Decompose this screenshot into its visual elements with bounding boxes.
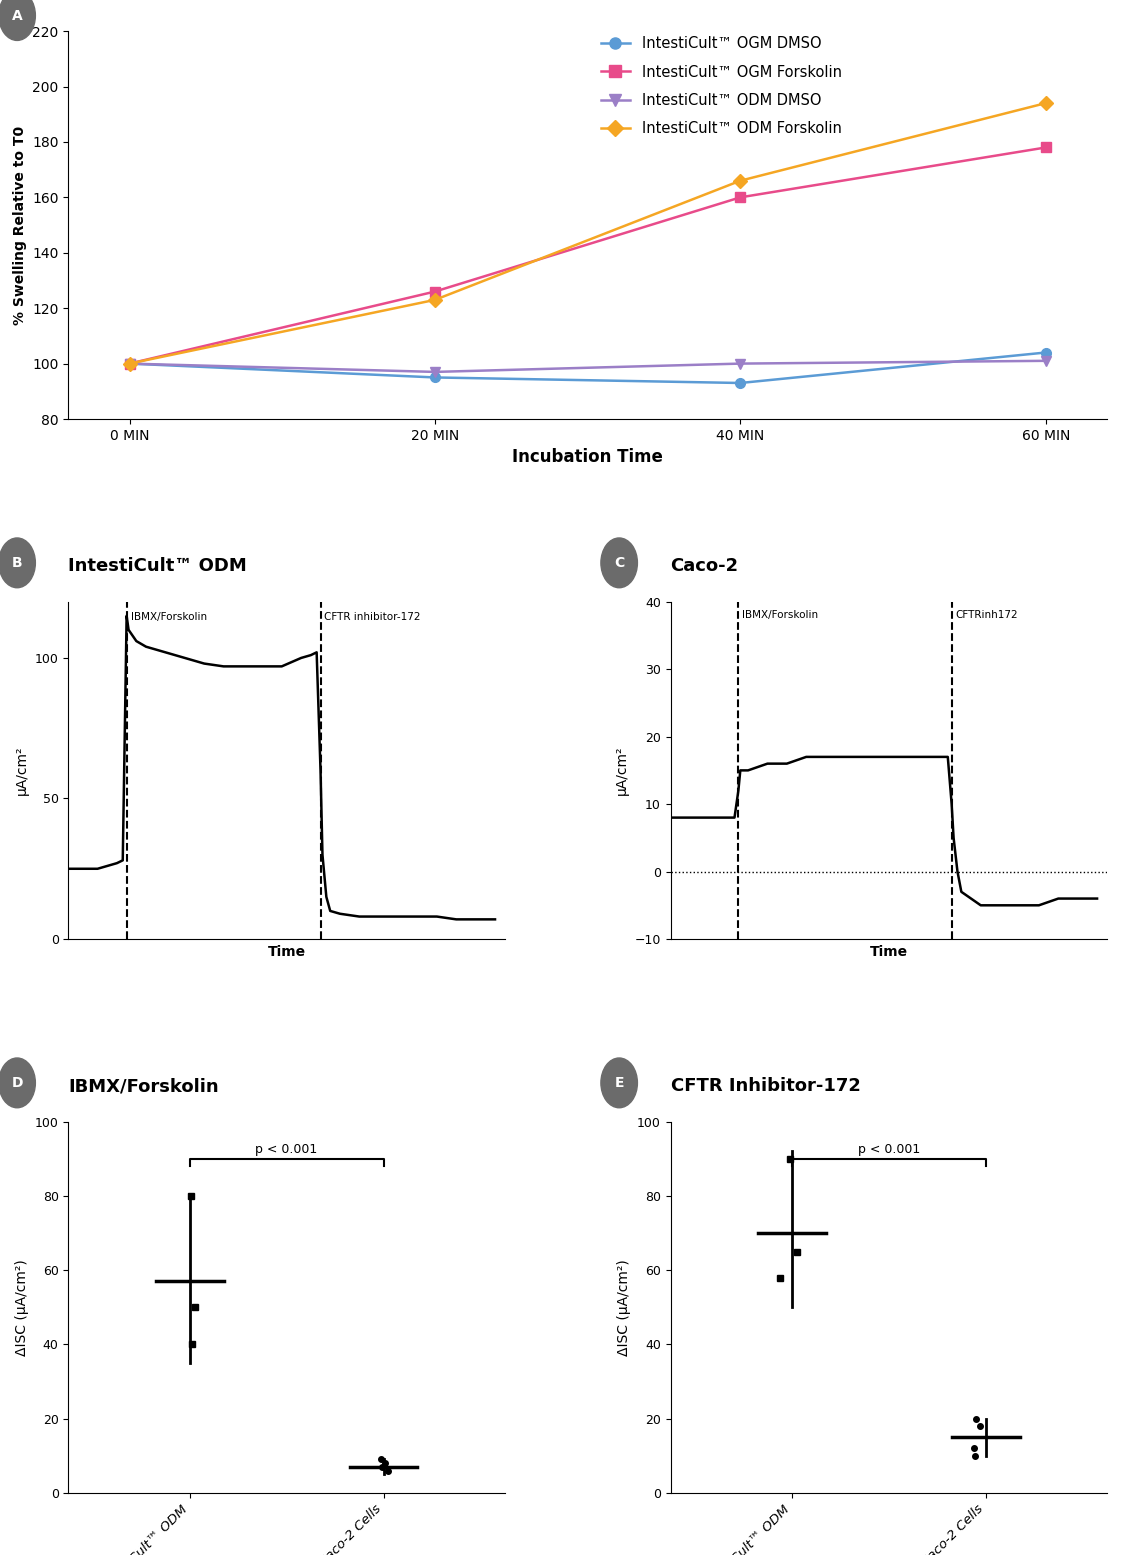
IntestiCult™ OGM DMSO <box>123 355 137 373</box>
Text: D: D <box>11 1076 23 1090</box>
Line: IntestiCult™ ODM Forskolin: IntestiCult™ ODM Forskolin <box>124 98 1051 369</box>
Text: IBMX/Forskolin: IBMX/Forskolin <box>130 611 207 622</box>
Text: IBMX/Forskolin: IBMX/Forskolin <box>743 610 818 620</box>
Y-axis label: μA/cm²: μA/cm² <box>15 746 30 795</box>
Text: C: C <box>614 555 624 569</box>
IntestiCult™ OGM Forskolin <box>1038 138 1052 157</box>
IntestiCult™ OGM Forskolin <box>428 281 442 300</box>
Text: Caco-2: Caco-2 <box>671 557 738 575</box>
IntestiCult™ ODM Forskolin <box>1038 93 1052 112</box>
IntestiCult™ OGM DMSO <box>428 369 442 387</box>
Line: IntestiCult™ OGM DMSO: IntestiCult™ OGM DMSO <box>124 348 1051 387</box>
Text: CFTR Inhibitor-172: CFTR Inhibitor-172 <box>671 1078 860 1095</box>
IntestiCult™ ODM Forskolin <box>428 291 442 309</box>
IntestiCult™ OGM Forskolin <box>734 188 747 207</box>
Text: IntestiCult™ ODM: IntestiCult™ ODM <box>68 557 248 575</box>
IntestiCult™ ODM DMSO <box>1038 351 1052 370</box>
Line: IntestiCult™ OGM Forskolin: IntestiCult™ OGM Forskolin <box>124 143 1051 369</box>
X-axis label: Time: Time <box>267 944 306 958</box>
IntestiCult™ OGM Forskolin <box>123 355 137 373</box>
Text: B: B <box>11 555 23 569</box>
Y-axis label: % Swelling Relative to T0: % Swelling Relative to T0 <box>13 126 26 325</box>
IntestiCult™ ODM DMSO <box>428 362 442 381</box>
Y-axis label: μA/cm²: μA/cm² <box>615 746 629 795</box>
Line: IntestiCult™ ODM DMSO: IntestiCult™ ODM DMSO <box>124 356 1051 376</box>
IntestiCult™ ODM Forskolin <box>734 171 747 190</box>
Legend: IntestiCult™ OGM DMSO, IntestiCult™ OGM Forskolin, IntestiCult™ ODM DMSO, Intest: IntestiCult™ OGM DMSO, IntestiCult™ OGM … <box>594 31 848 142</box>
X-axis label: Time: Time <box>869 944 908 958</box>
Text: CFTR inhibitor-172: CFTR inhibitor-172 <box>324 611 421 622</box>
Y-axis label: ΔISC (μA/cm²): ΔISC (μA/cm²) <box>617 1260 631 1356</box>
Text: CFTRinh172: CFTRinh172 <box>955 610 1018 620</box>
Text: IBMX/Forskolin: IBMX/Forskolin <box>68 1078 219 1095</box>
IntestiCult™ OGM DMSO <box>734 373 747 392</box>
IntestiCult™ OGM DMSO <box>1038 344 1052 362</box>
IntestiCult™ ODM DMSO <box>734 355 747 373</box>
IntestiCult™ ODM Forskolin <box>123 355 137 373</box>
Text: A: A <box>11 8 23 23</box>
Text: p < 0.001: p < 0.001 <box>858 1143 920 1157</box>
IntestiCult™ ODM DMSO <box>123 355 137 373</box>
Text: E: E <box>614 1076 624 1090</box>
Y-axis label: ΔISC (μA/cm²): ΔISC (μA/cm²) <box>15 1260 30 1356</box>
X-axis label: Incubation Time: Incubation Time <box>512 448 663 466</box>
Text: p < 0.001: p < 0.001 <box>256 1143 317 1157</box>
